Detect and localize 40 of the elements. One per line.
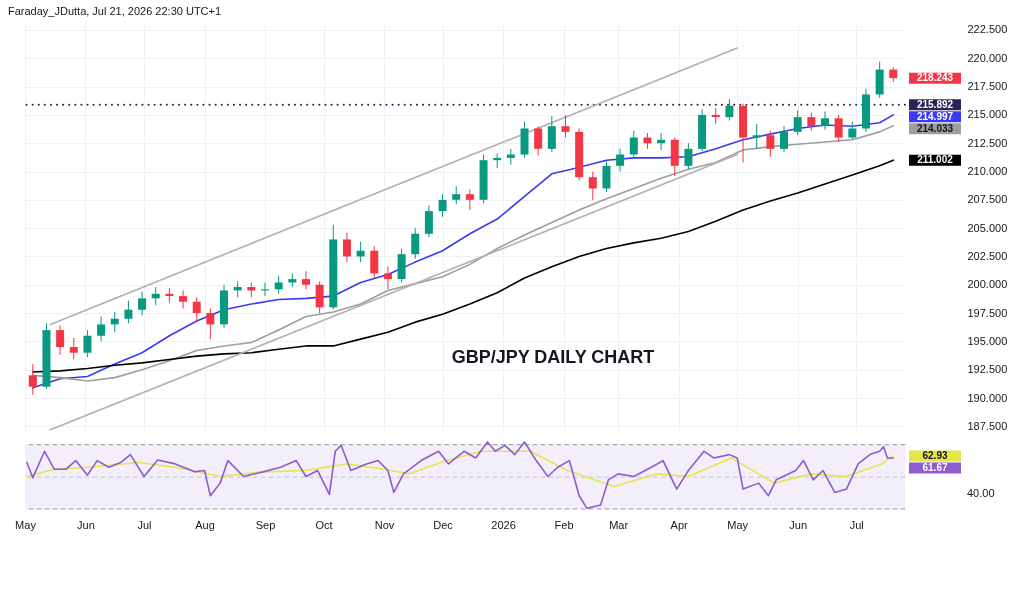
x-tick-label: Dec bbox=[433, 518, 454, 531]
x-tick-label: Apr bbox=[670, 518, 689, 531]
y-tick-label: 215.000 bbox=[967, 108, 1008, 121]
x-tick-label: Jul bbox=[137, 518, 152, 531]
text: 211.002 bbox=[917, 154, 954, 166]
x-tick-label: Aug bbox=[195, 518, 215, 531]
x-tick-label: Nov bbox=[374, 518, 395, 531]
x-tick-label: May bbox=[727, 518, 749, 531]
x-tick-label: Mar bbox=[609, 518, 629, 531]
x-tick-label: May bbox=[15, 518, 37, 531]
x-tick-label: Jun bbox=[789, 518, 808, 531]
x-tick-label: Feb bbox=[554, 518, 574, 531]
y-tick-label: 187.500 bbox=[967, 419, 1008, 432]
y-tick-label: 222.500 bbox=[967, 23, 1008, 36]
y-tick-label: 197.500 bbox=[967, 306, 1008, 319]
x-tick-label: Jun bbox=[77, 518, 95, 531]
x-tick-label: Sep bbox=[255, 518, 276, 531]
y-tick-label: 207.500 bbox=[967, 193, 1008, 206]
ref-line-label: 215.892 bbox=[916, 98, 954, 110]
y-tick-label: 220.000 bbox=[967, 51, 1008, 64]
text: 214.997 bbox=[916, 110, 954, 122]
x-tick-label: 2026 bbox=[491, 518, 516, 531]
x-tick-label: Oct bbox=[315, 518, 333, 531]
y-tick-label: 200.000 bbox=[967, 278, 1008, 291]
text: 62.93 bbox=[922, 449, 948, 461]
y-tick-label: 192.500 bbox=[967, 363, 1008, 376]
x-tick-label: Jul bbox=[849, 518, 864, 531]
text: 61.67 bbox=[922, 461, 948, 473]
text: Faraday_JDutta, Jul 21, 2026 22:30 UTC+1 bbox=[7, 4, 223, 19]
y-tick-label: 210.000 bbox=[967, 165, 1008, 177]
y-tick-label: 212.500 bbox=[967, 136, 1008, 149]
text: 40.00 bbox=[967, 487, 995, 500]
y-tick-label: 190.000 bbox=[967, 391, 1008, 404]
text: 214.033 bbox=[916, 122, 954, 134]
text: GBP/JPY DAILY CHART bbox=[451, 347, 655, 368]
text: 218.243 bbox=[916, 72, 954, 84]
y-tick-label: 202.500 bbox=[967, 249, 1008, 262]
y-tick-label: 217.500 bbox=[967, 80, 1008, 93]
y-tick-label: 205.000 bbox=[967, 221, 1008, 234]
y-tick-label: 195.000 bbox=[967, 334, 1008, 347]
